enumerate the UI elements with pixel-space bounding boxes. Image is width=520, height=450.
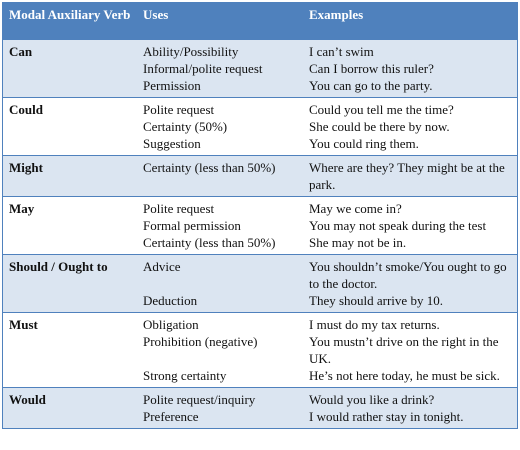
use-cell: Certainty (less than 50%) bbox=[143, 160, 276, 175]
uses-examples: Polite request May we come in? Formal perm… bbox=[137, 197, 517, 254]
header-cell: Uses bbox=[143, 7, 169, 22]
header-row: Modal Auxiliary Verb Uses Examples bbox=[3, 3, 517, 39]
uses-examples: Polite request Could you tell me the time… bbox=[137, 98, 517, 155]
table-row: Would Polite request/inquiry Would you lik… bbox=[3, 387, 517, 428]
use-cell: Permission bbox=[143, 78, 201, 93]
modal-cell: May bbox=[9, 201, 35, 216]
uses-examples: Polite request/inquiry Would you like a d… bbox=[137, 388, 517, 428]
example-cell: She could be there by now. bbox=[309, 119, 450, 134]
example-cell: You can go to the party. bbox=[309, 78, 433, 93]
example-cell: Can I borrow this ruler? bbox=[309, 61, 434, 76]
use-cell: Polite request bbox=[143, 201, 215, 216]
table-row: Can Ability/Possibility I can’t swim Inform… bbox=[3, 39, 517, 97]
modal-cell: Should / Ought to bbox=[9, 259, 108, 274]
example-cell: May we come in? bbox=[309, 201, 402, 216]
modal-cell: Would bbox=[9, 392, 46, 407]
use-cell: Formal permission bbox=[143, 218, 241, 233]
use-cell: Informal/polite request bbox=[143, 61, 263, 76]
modal-cell: Must bbox=[9, 317, 38, 332]
example-cell: She may not be in. bbox=[309, 235, 407, 250]
table-row: Must Obligation I must do my tax returns. P… bbox=[3, 312, 517, 387]
example-cell: You could ring them. bbox=[309, 136, 419, 151]
use-cell: Certainty (50%) bbox=[143, 119, 228, 134]
use-cell: Obligation bbox=[143, 317, 199, 332]
example-cell: You mustn’t drive on the right in the UK… bbox=[309, 334, 499, 366]
table-row: Might Certainty (less than 50%) Where are … bbox=[3, 155, 517, 196]
use-cell: Deduction bbox=[143, 293, 198, 308]
header-cell: Modal Auxiliary Verb bbox=[9, 7, 131, 22]
uses-examples: Advice You shouldn’t smoke/You ought to g… bbox=[137, 255, 517, 312]
example-cell: They should arrive by 10. bbox=[309, 293, 443, 308]
use-cell: Polite request/inquiry bbox=[143, 392, 256, 407]
table-row: Could Polite request Could you tell me the… bbox=[3, 97, 517, 155]
example-cell: You may not speak during the test bbox=[309, 218, 487, 233]
use-cell: Suggestion bbox=[143, 136, 201, 151]
table-row: May Polite request May we come in? Formal p… bbox=[3, 196, 517, 254]
example-cell: I would rather stay in tonight. bbox=[309, 409, 464, 424]
use-cell: Advice bbox=[143, 259, 181, 274]
example-cell: He’s not here today, he must be sick. bbox=[309, 368, 500, 383]
uses-examples: Ability/Possibility I can’t swim Informal/… bbox=[137, 40, 517, 97]
modal-cell: Could bbox=[9, 102, 43, 117]
example-cell: You shouldn’t smoke/You ought to go to t… bbox=[309, 259, 507, 291]
use-cell: Strong certainty bbox=[143, 368, 227, 383]
example-cell: Would you like a drink? bbox=[309, 392, 435, 407]
table-row: Should / Ought to Advice You shouldn’t smo… bbox=[3, 254, 517, 312]
modal-table: Modal Auxiliary Verb Uses Examples Can Ab… bbox=[2, 2, 518, 429]
uses-examples: Certainty (less than 50%) Where are they?… bbox=[137, 156, 517, 196]
example-cell: Could you tell me the time? bbox=[309, 102, 454, 117]
example-cell: I must do my tax returns. bbox=[309, 317, 440, 332]
modal-cell: Can bbox=[9, 44, 33, 59]
use-cell: Prohibition (negative) bbox=[143, 334, 258, 349]
use-cell: Preference bbox=[143, 409, 199, 424]
header-cell: Examples bbox=[309, 7, 364, 22]
use-cell: Polite request bbox=[143, 102, 215, 117]
modal-cell: Might bbox=[9, 160, 43, 175]
example-cell: Where are they? They might be at the par… bbox=[309, 160, 505, 192]
uses-examples: Obligation I must do my tax returns. Prohi… bbox=[137, 313, 517, 387]
use-cell: Ability/Possibility bbox=[143, 44, 239, 59]
example-cell: I can’t swim bbox=[309, 44, 374, 59]
use-cell: Certainty (less than 50%) bbox=[143, 235, 276, 250]
